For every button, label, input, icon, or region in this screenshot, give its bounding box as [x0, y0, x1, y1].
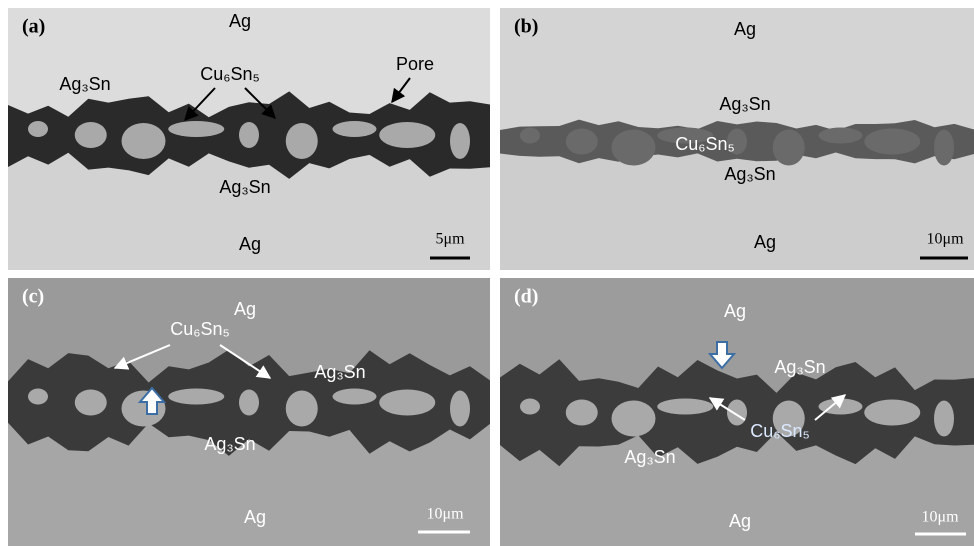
annotation: Ag: [729, 511, 751, 531]
figure: (a) Ag Ag₃Sn Cu₆Sn₅ Pore Ag₃Sn Ag 5μm (b) Ag Ag₃Sn…: [0, 0, 974, 546]
scale-bar-label: 10μm: [426, 506, 464, 523]
grain: [333, 389, 377, 405]
grain: [75, 122, 107, 148]
grain: [773, 130, 805, 166]
grain: [934, 401, 954, 437]
grain: [122, 123, 166, 159]
grain: [286, 391, 318, 427]
grain: [450, 123, 470, 159]
grain: [28, 121, 48, 137]
annotation: Ag: [239, 234, 261, 254]
annotation: Cu₆Sn₅: [675, 134, 735, 154]
grain: [657, 399, 713, 415]
grain: [612, 401, 656, 437]
scale-bar-label: 10μm: [921, 509, 959, 526]
annotation: Ag: [724, 301, 746, 321]
scale-bar-label: 10μm: [926, 231, 964, 248]
grain: [520, 399, 540, 415]
grain: [934, 130, 954, 166]
annotation: Ag₃Sn: [204, 434, 255, 454]
annotation: Pore: [396, 54, 434, 74]
annotation: Ag: [229, 11, 251, 31]
annotation: Ag₃Sn: [724, 164, 775, 184]
annotation: Ag: [244, 507, 266, 527]
annotation: Ag₃Sn: [314, 362, 365, 382]
panel-label: (a): [22, 16, 45, 38]
annotation: Ag₃Sn: [719, 94, 770, 114]
grain: [612, 130, 656, 166]
grain: [286, 123, 318, 159]
annotation: Ag: [234, 299, 256, 319]
grain: [520, 128, 540, 144]
panel-label: (d): [514, 286, 538, 308]
panel-label: (b): [514, 16, 538, 38]
annotation: Cu₆Sn₅: [170, 319, 230, 339]
annotation: Ag₃Sn: [774, 357, 825, 377]
grain: [864, 400, 920, 426]
annotation: Ag₃Sn: [59, 74, 110, 94]
grain: [727, 400, 747, 426]
scale-bar-label: 5μm: [435, 231, 465, 248]
grain: [450, 391, 470, 427]
grain: [168, 389, 224, 405]
panel-label: (c): [22, 286, 44, 308]
panel: (d) Ag Ag₃Sn Cu₆Sn₅ Ag₃Sn Ag 10μm: [500, 278, 974, 546]
annotation: Ag₃Sn: [219, 177, 270, 197]
annotation: Ag: [734, 19, 756, 39]
grain: [379, 390, 435, 416]
grain: [239, 390, 259, 416]
grain: [566, 400, 598, 426]
annotation: Ag: [754, 232, 776, 252]
grain: [819, 128, 863, 144]
grain: [379, 122, 435, 148]
grain: [75, 390, 107, 416]
annotation: Cu₆Sn₅: [750, 421, 810, 441]
grain: [333, 121, 377, 137]
annotation: Cu₆Sn₅: [200, 64, 260, 84]
grain: [239, 122, 259, 148]
grain: [168, 121, 224, 137]
grain: [28, 389, 48, 405]
panel: (a) Ag Ag₃Sn Cu₆Sn₅ Pore Ag₃Sn Ag 5μm: [8, 8, 490, 270]
annotation: Ag₃Sn: [624, 447, 675, 467]
grain: [864, 129, 920, 155]
panel: (b) Ag Ag₃Sn Cu₆Sn₅ Ag₃Sn Ag 10μm: [500, 8, 974, 270]
grain: [566, 129, 598, 155]
